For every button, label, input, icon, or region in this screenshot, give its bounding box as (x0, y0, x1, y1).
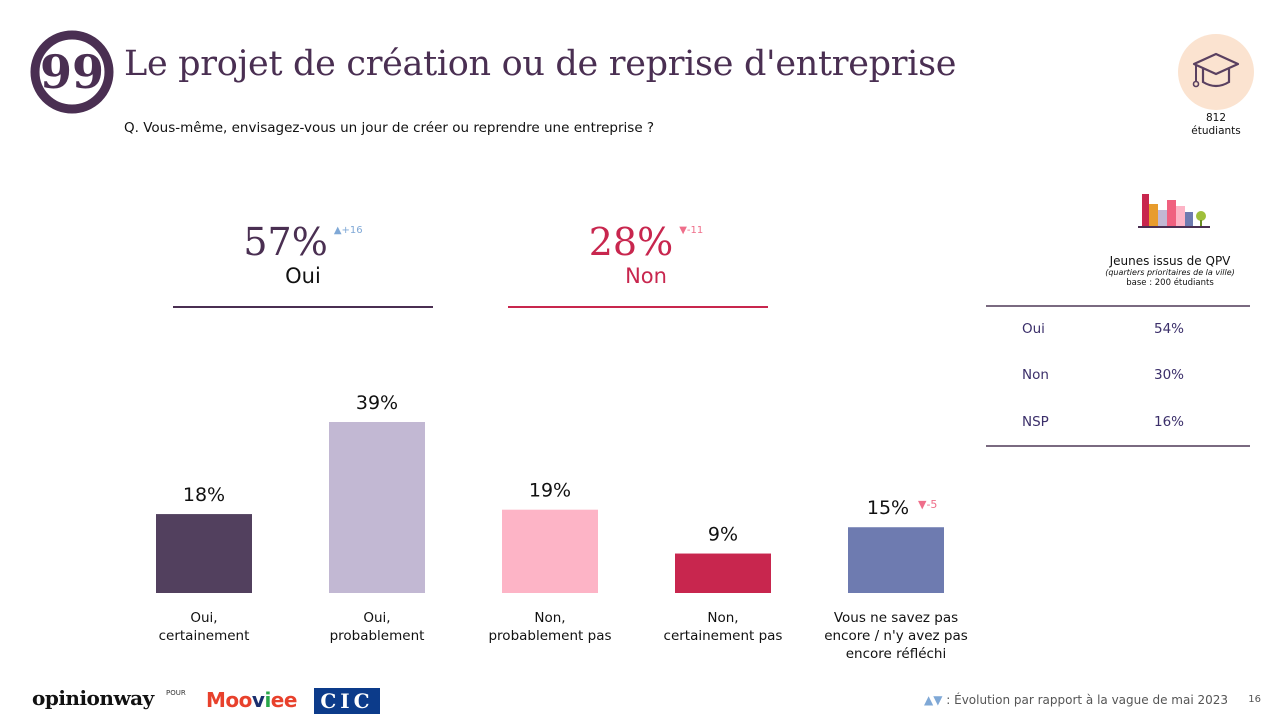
kpi-oui-underline (173, 306, 433, 308)
qpv-row-value: 30% (1154, 367, 1185, 383)
bar-evolution-label: ▼-5 (918, 498, 937, 511)
evolution-legend: ▲▼ : Évolution par rapport à la vague de… (924, 693, 1228, 707)
page-title: Le projet de création ou de reprise d'en… (124, 44, 957, 84)
bar (848, 527, 944, 593)
bar (329, 422, 425, 593)
kpi-oui-evolution: ▲+16 (333, 225, 363, 236)
qpv-row-label: NSP (1022, 414, 1049, 430)
qpv-header: Jeunes issus de QPV (quartiers prioritai… (1092, 254, 1248, 288)
category-label: probablement (330, 628, 425, 644)
opinionway-logo: opinionway (32, 686, 154, 710)
category-label: Vous ne savez pas (834, 610, 958, 626)
question-text: Q. Vous-même, envisagez-vous un jour de … (124, 120, 655, 136)
city-buildings-icon (1138, 194, 1210, 228)
kpi-oui: 57% ▲+16 Oui (203, 220, 403, 288)
qpv-row: Non 30% (986, 367, 1250, 387)
quote-icon: 99 (30, 30, 114, 114)
page-number: 16 (1248, 694, 1261, 705)
kpi-oui-label: Oui (285, 264, 321, 288)
qpv-table: Oui 54% Non 30% NSP 16% (986, 305, 1250, 447)
qpv-row-value: 54% (1154, 321, 1185, 337)
bar-value-label: 39% (356, 392, 398, 414)
bar-value-label: 15% (867, 497, 909, 519)
category-label: Non, (534, 610, 565, 626)
mooviee-logo: Mooviee (206, 688, 297, 712)
kpi-non-evolution: ▼-11 (679, 225, 704, 236)
base-block: 812 étudiants (1176, 34, 1256, 138)
cic-logo: CIC (314, 688, 380, 714)
evolution-legend-text: : Évolution par rapport à la vague de ma… (942, 693, 1228, 707)
pour-label: POUR (166, 689, 186, 697)
qpv-row-label: Oui (1022, 321, 1045, 337)
bar (675, 553, 771, 593)
category-label: encore / n'y avez pas (824, 628, 968, 644)
qpv-base: base : 200 étudiants (1126, 278, 1214, 288)
category-label: certainement (159, 628, 250, 644)
kpi-non-label: Non (625, 264, 667, 288)
qpv-row-label: Non (1022, 367, 1049, 383)
category-label: certainement pas (664, 628, 783, 644)
bar (502, 509, 598, 593)
kpi-non-underline (508, 306, 768, 308)
category-label: Oui, (363, 610, 390, 626)
kpi-oui-pct: 57% (243, 220, 328, 264)
category-label: Oui, (190, 610, 217, 626)
bar-value-label: 19% (529, 480, 571, 502)
kpi-non: 28% ▼-11 Non (546, 220, 746, 288)
bar-value-label: 9% (708, 524, 738, 546)
category-label: encore réfléchi (846, 646, 947, 662)
category-label: probablement pas (488, 628, 611, 644)
qpv-row-value: 16% (1154, 414, 1185, 430)
base-label: étudiants (1191, 125, 1241, 137)
svg-text:99: 99 (40, 45, 104, 99)
bar (156, 514, 252, 593)
bar-value-label: 18% (183, 484, 225, 506)
qpv-row: NSP 16% (986, 414, 1250, 434)
qpv-subtitle: (quartiers prioritaires de la ville) (1105, 268, 1235, 277)
base-count: 812 (1205, 112, 1227, 124)
qpv-title: Jeunes issus de QPV (1109, 254, 1231, 268)
evolution-legend-symbols: ▲▼ (923, 693, 943, 707)
category-label: Non, (707, 610, 738, 626)
graduation-cap-icon (1178, 34, 1254, 110)
kpi-non-pct: 28% (588, 220, 674, 264)
qpv-row: Oui 54% (986, 321, 1250, 341)
